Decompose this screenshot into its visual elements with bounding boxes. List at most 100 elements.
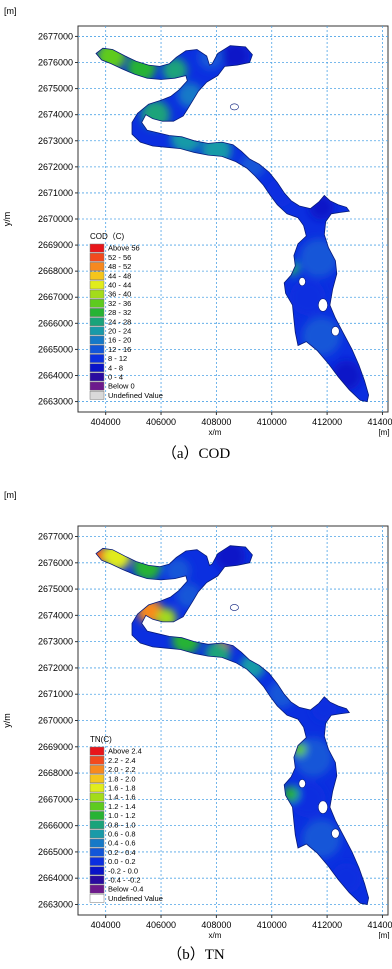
- island: [298, 779, 306, 789]
- y-tick-label: 2674000: [38, 110, 73, 120]
- y-axis-label: y/m: [2, 212, 12, 227]
- y-tick-label: 2664000: [38, 873, 73, 883]
- x-tick-label: 408000: [201, 920, 231, 930]
- y-tick-label: 2671000: [38, 689, 73, 699]
- unit-label: [m]: [4, 6, 17, 16]
- legend-label: 52 - 56: [108, 253, 131, 262]
- cod-panel: [m] 2663000 2664000 2665000 2666000 2667000 26…: [0, 0, 392, 466]
- y-tick-label: 2669000: [38, 742, 73, 752]
- legend-swatch: [89, 289, 105, 299]
- cod-map-chart: [m] 2663000 2664000 2665000 2666000 2667000 26…: [2, 6, 392, 437]
- legend-swatch: [89, 866, 105, 876]
- x-tick-label: 412000: [312, 920, 342, 930]
- legend-swatch: [89, 884, 105, 894]
- tn-map-chart: [m] 2663000 2664000 2665000 2666000 2667000 26…: [2, 490, 392, 939]
- island: [229, 604, 239, 611]
- legend-swatch: [89, 363, 105, 373]
- legend-swatch: [89, 335, 105, 345]
- y-tick-label: 2675000: [38, 84, 73, 94]
- legend-label: 32 - 36: [108, 299, 131, 308]
- y-tick-label: 2671000: [38, 188, 73, 198]
- legend-swatch: [89, 390, 105, 400]
- y-tick-label: 2668000: [38, 266, 73, 276]
- y-tick-label: 2672000: [38, 162, 73, 172]
- island: [317, 800, 328, 814]
- legend-label: 0.2 - 0.4: [108, 848, 136, 857]
- legend-swatch: [89, 811, 105, 820]
- x-tick-label: 408000: [201, 417, 231, 427]
- island: [317, 298, 328, 312]
- concentration-zone: [221, 45, 250, 70]
- legend-label: Above 2.4: [108, 747, 142, 756]
- legend-swatch: [89, 838, 105, 848]
- cod-caption: （a）COD: [161, 446, 231, 462]
- x-unit-label: [m]: [378, 428, 389, 437]
- tn-caption: （b）TN: [167, 947, 225, 963]
- legend-label: 2.2 - 2.4: [108, 756, 136, 765]
- legend-swatch: [89, 755, 105, 765]
- x-tick-label: 404000: [91, 417, 121, 427]
- legend-swatch: [89, 792, 105, 802]
- legend-label: 36 - 40: [108, 290, 131, 299]
- legend-swatch: [89, 857, 105, 866]
- legend-label: 2.0 - 2.2: [108, 765, 136, 774]
- y-tick-label: 2667000: [38, 292, 73, 302]
- y-tick-label: 2669000: [38, 240, 73, 250]
- x-unit-label: [m]: [378, 931, 389, 939]
- y-tick-label: 2666000: [38, 821, 73, 831]
- y-tick-label: 2673000: [38, 136, 73, 146]
- y-tick-label: 2663000: [38, 899, 73, 909]
- x-tick-label: 406000: [146, 417, 176, 427]
- concentration-zone: [289, 279, 326, 316]
- legend-swatch: [89, 243, 105, 253]
- legend-swatch: [89, 765, 105, 774]
- legend-label: 1.0 - 1.2: [108, 811, 136, 820]
- legend-swatch: [89, 372, 105, 382]
- y-tick-label: 2664000: [38, 370, 73, 380]
- legend-swatch: [89, 298, 105, 308]
- legend-label: 24 - 28: [108, 317, 131, 326]
- legend-label: 1.4 - 1.6: [108, 793, 136, 802]
- island: [331, 326, 340, 337]
- y-tick-label: 2666000: [38, 318, 73, 328]
- x-axis-label: x/m: [209, 428, 222, 437]
- legend-label: 28 - 32: [108, 308, 131, 317]
- legend-swatch: [89, 262, 105, 271]
- legend-label: 1.8 - 2.0: [108, 774, 136, 783]
- legend-label: Undefined Value: [108, 391, 163, 400]
- unit-label: [m]: [4, 490, 17, 500]
- legend-label: 0.4 - 0.6: [108, 839, 136, 848]
- y-tick-label: 2673000: [38, 637, 73, 647]
- concentration-zone: [96, 546, 108, 564]
- y-tick-label: 2676000: [38, 558, 73, 568]
- legend-swatch: [89, 774, 105, 784]
- x-tick-label: 412000: [312, 417, 342, 427]
- legend-title: COD（C): [90, 232, 125, 241]
- legend-swatch: [89, 326, 105, 336]
- legend-swatch: [89, 893, 105, 903]
- legend-swatch: [89, 280, 105, 290]
- x-tick-label: 414000: [367, 920, 392, 930]
- legend-label: 16 - 20: [108, 336, 131, 345]
- legend-swatch: [89, 875, 105, 885]
- y-axis-label: y/m: [2, 713, 12, 728]
- lake-outline: [95, 45, 370, 403]
- y-tick-label: 2668000: [38, 768, 73, 778]
- legend-swatch: [89, 783, 105, 793]
- legend-swatch: [89, 820, 105, 830]
- legend-label: 44 - 48: [108, 271, 131, 280]
- x-tick-label: 414000: [367, 417, 392, 427]
- legend-label: Above 56: [108, 244, 140, 253]
- y-tick-label: 2670000: [38, 214, 73, 224]
- y-tick-label: 2677000: [38, 532, 73, 542]
- legend-label: 48 - 52: [108, 262, 131, 271]
- legend-label: Below 0: [108, 382, 135, 391]
- legend-label: 0.0 - 0.2: [108, 857, 136, 866]
- legend-label: 0.6 - 0.8: [108, 830, 136, 839]
- legend-swatch: [89, 252, 105, 262]
- y-tick-label: 2677000: [38, 31, 73, 41]
- legend-label: -0.2 - 0.0: [108, 866, 138, 875]
- x-tick-label: 406000: [146, 920, 176, 930]
- y-tick-label: 2663000: [38, 397, 73, 407]
